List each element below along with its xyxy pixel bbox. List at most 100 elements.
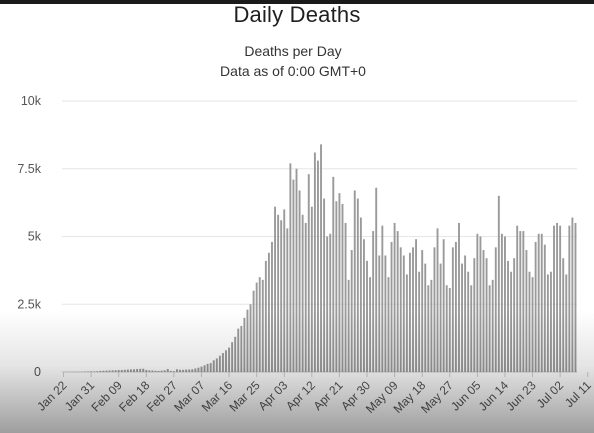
bar[interactable] bbox=[145, 369, 148, 372]
bar[interactable] bbox=[240, 325, 243, 372]
bar[interactable] bbox=[559, 225, 562, 372]
bar[interactable] bbox=[93, 371, 96, 372]
bar[interactable] bbox=[292, 179, 295, 372]
bar[interactable] bbox=[366, 260, 368, 372]
bar[interactable] bbox=[267, 252, 270, 372]
bar[interactable] bbox=[341, 203, 344, 372]
bar[interactable] bbox=[369, 277, 372, 372]
bar[interactable] bbox=[467, 271, 470, 372]
bar[interactable] bbox=[540, 233, 543, 372]
bar[interactable] bbox=[553, 225, 555, 372]
bar[interactable] bbox=[99, 370, 102, 372]
bar[interactable] bbox=[405, 274, 408, 372]
bar[interactable] bbox=[387, 277, 390, 372]
bar[interactable] bbox=[108, 370, 111, 372]
bar[interactable] bbox=[246, 309, 249, 372]
bar[interactable] bbox=[225, 350, 227, 372]
bar[interactable] bbox=[157, 370, 160, 372]
bar[interactable] bbox=[537, 233, 540, 372]
bar[interactable] bbox=[286, 228, 289, 372]
bar[interactable] bbox=[130, 369, 132, 372]
bar[interactable] bbox=[534, 241, 537, 372]
bar[interactable] bbox=[549, 271, 552, 372]
bar[interactable] bbox=[412, 247, 414, 372]
bar[interactable] bbox=[133, 369, 135, 372]
bar[interactable] bbox=[464, 255, 467, 372]
bar[interactable] bbox=[295, 168, 298, 372]
bar[interactable] bbox=[332, 176, 335, 372]
bar[interactable] bbox=[525, 250, 528, 372]
bar[interactable] bbox=[384, 255, 387, 372]
bar[interactable] bbox=[485, 258, 488, 372]
bar[interactable] bbox=[458, 222, 460, 372]
bar[interactable] bbox=[531, 277, 534, 372]
bar[interactable] bbox=[378, 255, 381, 372]
bar[interactable] bbox=[494, 247, 497, 372]
bar[interactable] bbox=[421, 250, 424, 372]
bar[interactable] bbox=[105, 370, 108, 372]
bar[interactable] bbox=[415, 239, 418, 372]
bar[interactable] bbox=[87, 371, 90, 372]
bar[interactable] bbox=[234, 336, 237, 372]
bar[interactable] bbox=[574, 222, 577, 372]
bar[interactable] bbox=[507, 260, 509, 372]
bar[interactable] bbox=[504, 236, 506, 373]
bar[interactable] bbox=[320, 144, 322, 372]
bar[interactable] bbox=[393, 222, 396, 372]
bar[interactable] bbox=[476, 233, 479, 372]
bar[interactable] bbox=[347, 279, 350, 372]
bar[interactable] bbox=[568, 225, 571, 372]
bar[interactable] bbox=[402, 255, 405, 372]
bar[interactable] bbox=[344, 222, 347, 372]
bar[interactable] bbox=[228, 347, 231, 372]
bar[interactable] bbox=[454, 241, 457, 372]
bar[interactable] bbox=[430, 279, 433, 372]
bar[interactable] bbox=[179, 369, 181, 372]
bar[interactable] bbox=[197, 367, 200, 372]
bar[interactable] bbox=[114, 370, 117, 372]
bar[interactable] bbox=[372, 231, 375, 372]
bar[interactable] bbox=[166, 369, 169, 372]
bar[interactable] bbox=[261, 279, 264, 372]
bar[interactable] bbox=[212, 360, 215, 372]
bar[interactable] bbox=[172, 371, 175, 372]
bar[interactable] bbox=[310, 206, 313, 372]
bar[interactable] bbox=[522, 231, 525, 372]
bar[interactable] bbox=[209, 363, 212, 372]
bar[interactable] bbox=[516, 225, 519, 372]
bar[interactable] bbox=[445, 285, 448, 372]
bar[interactable] bbox=[451, 247, 454, 372]
bar[interactable] bbox=[359, 217, 362, 372]
bar[interactable] bbox=[353, 190, 356, 372]
bar[interactable] bbox=[571, 217, 574, 372]
bar[interactable] bbox=[139, 368, 142, 372]
bar[interactable] bbox=[96, 371, 99, 372]
bar[interactable] bbox=[176, 369, 178, 372]
bar[interactable] bbox=[243, 317, 246, 372]
bar[interactable] bbox=[102, 370, 105, 372]
bar[interactable] bbox=[117, 370, 120, 372]
bar[interactable] bbox=[442, 239, 445, 372]
bar[interactable] bbox=[188, 369, 191, 372]
bar[interactable] bbox=[399, 247, 402, 372]
bar[interactable] bbox=[546, 274, 549, 372]
bar[interactable] bbox=[120, 369, 123, 372]
bar[interactable] bbox=[194, 368, 197, 372]
bar[interactable] bbox=[218, 355, 221, 372]
bar[interactable] bbox=[274, 206, 276, 372]
bar[interactable] bbox=[479, 236, 482, 373]
bar[interactable] bbox=[408, 252, 411, 372]
bar[interactable] bbox=[491, 279, 494, 372]
bar[interactable] bbox=[191, 369, 194, 372]
bar[interactable] bbox=[396, 231, 399, 372]
bar[interactable] bbox=[313, 152, 316, 372]
bar[interactable] bbox=[363, 239, 365, 372]
bar[interactable] bbox=[326, 236, 329, 373]
bar[interactable] bbox=[556, 222, 559, 372]
bar[interactable] bbox=[252, 290, 255, 372]
bar[interactable] bbox=[307, 174, 310, 372]
bar[interactable] bbox=[255, 282, 258, 372]
bar[interactable] bbox=[436, 228, 439, 372]
bar[interactable] bbox=[356, 198, 359, 372]
bar[interactable] bbox=[200, 366, 203, 372]
